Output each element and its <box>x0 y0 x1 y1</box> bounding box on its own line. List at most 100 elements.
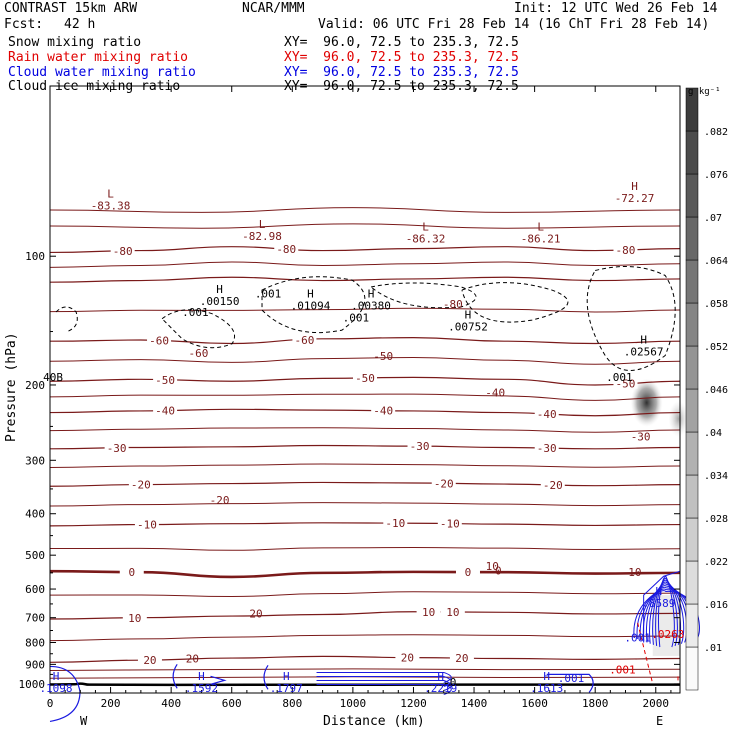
high-low-value: .01094 <box>291 300 331 313</box>
high-low-value: .00752 <box>448 321 488 334</box>
high-low-value: .1613 <box>530 682 563 695</box>
high-low-value: .00380 <box>351 300 391 313</box>
high-low-value: .1098 <box>39 682 72 695</box>
x-tick-label: 2000 <box>643 697 670 710</box>
ice-contour <box>461 282 569 323</box>
ice-contour <box>55 306 78 333</box>
temp-contour-0 <box>49 569 681 579</box>
minor-contour-label: 40B <box>43 371 63 384</box>
colorbar-swatch <box>685 560 699 605</box>
temp-contour-label: 0 <box>465 566 472 579</box>
label-bg <box>407 440 432 452</box>
model-title: CONTRAST 15km ARW <box>4 1 138 16</box>
high-low-value: .2219 <box>424 682 457 695</box>
temp-contour-label: -60 <box>149 335 169 348</box>
field-rain-name: Rain water mixing ratio <box>8 50 189 65</box>
cloudwater-contour <box>546 673 594 693</box>
x-tick-label: 1000 <box>340 697 367 710</box>
high-low-marker: H <box>437 670 444 683</box>
x-tick-label: 1800 <box>582 697 609 710</box>
label-bg <box>416 605 441 617</box>
temp-contour-top <box>49 223 681 229</box>
high-low-marker: H <box>655 585 662 598</box>
colorbar-label: .034 <box>704 471 728 482</box>
minor-contour-label: 10 <box>486 560 499 573</box>
high-low-marker: L <box>107 188 114 201</box>
field-cloudwater-name: Cloud water mixing ratio <box>8 65 196 80</box>
high-low-marker: H <box>368 288 375 301</box>
temp-contour-surface <box>49 668 681 671</box>
x-tick-label: 1200 <box>400 697 427 710</box>
colorbar-swatch <box>685 603 699 648</box>
field-snow-name: Snow mixing ratio <box>8 35 142 50</box>
minor-contour-label: .001 <box>624 631 651 644</box>
high-low-marker: H <box>543 670 550 683</box>
temp-contour-label: -30 <box>107 442 127 455</box>
temp-contour-label: -50 <box>155 374 175 387</box>
x-tick-label: 400 <box>161 697 181 710</box>
y-tick-label: 500 <box>25 549 45 562</box>
terrain-surface <box>49 682 680 687</box>
minor-contour-label: -30 <box>631 431 651 444</box>
high-low-marker: L <box>422 220 429 233</box>
temp-contour-label: -10 <box>440 518 460 531</box>
temp-contour-intermediate <box>49 427 681 433</box>
colorbar-label: .076 <box>704 170 728 181</box>
y-tick-label: 400 <box>25 508 45 521</box>
temp-contour-label: -20 <box>543 479 563 492</box>
colorbar-swatch <box>685 474 699 519</box>
label-bg <box>137 653 162 665</box>
temp-contour--30 <box>49 444 681 450</box>
temp-contour-intermediate <box>49 261 681 268</box>
minor-contour-label: 20 <box>249 608 262 621</box>
minor-contour-label: 20 <box>186 653 199 666</box>
temp-contour-top <box>49 207 681 213</box>
y-tick-label: 700 <box>25 612 45 625</box>
colorbar-label: .01 <box>704 643 722 654</box>
minor-contour-label: .001 <box>609 663 636 676</box>
high-low-marker: H <box>640 334 647 347</box>
colorbar-swatch <box>685 87 699 132</box>
y-tick-label: 100 <box>25 250 45 263</box>
temp-contour-label: 10 <box>446 606 459 619</box>
ice-contour <box>261 276 366 333</box>
temp-contour-label: -10 <box>385 517 405 530</box>
y-tick-label: 300 <box>25 454 45 467</box>
colorbar-label: .064 <box>704 256 728 267</box>
colorbar: .01 .016 .022 .028 .034 .04 .046 .052 .058 .064 .0… <box>685 87 728 691</box>
colorbar-swatch <box>685 517 699 562</box>
plot-frame <box>49 85 681 694</box>
temp-contour-intermediate <box>49 393 681 401</box>
minor-contour-label: -20 <box>210 494 230 507</box>
colorbar-label: .016 <box>704 600 728 611</box>
temp-contour-intermediate <box>49 591 681 597</box>
minor-contour-label: .001 <box>343 311 370 324</box>
x-axis-label: Distance (km) <box>323 714 425 729</box>
temp-contour-intermediate <box>49 547 681 551</box>
high-low-value: -83.38 <box>91 200 131 213</box>
label-bg <box>104 441 129 453</box>
temp-contour-label: 10 <box>422 606 435 619</box>
cloudwater-outline <box>643 570 681 643</box>
high-low-value: -82.98 <box>242 230 282 243</box>
label-bg <box>147 334 172 346</box>
cloudwater-contour <box>316 679 452 691</box>
cloudwater-contour <box>172 664 178 689</box>
ice-core <box>630 378 663 427</box>
temp-contour-label: -40 <box>155 404 175 417</box>
temp-contour-intermediate <box>49 357 681 365</box>
label-bg <box>383 517 408 529</box>
high-low-marker: H <box>216 283 223 296</box>
cloudwater-contour <box>263 664 269 690</box>
cloudwater-tower-contour <box>658 575 675 648</box>
label-bg <box>613 243 638 255</box>
label-bg <box>437 517 462 529</box>
temp-contour-label: 0 <box>128 566 135 579</box>
colorbar-label: .082 <box>704 127 728 138</box>
high-low-marker: L <box>259 218 266 231</box>
label-bg <box>371 404 396 416</box>
high-low-value: .00150 <box>200 295 240 308</box>
label-bg <box>353 371 377 383</box>
temp-contour-label: -50 <box>355 372 375 385</box>
x-end-label-east: E <box>656 714 663 728</box>
